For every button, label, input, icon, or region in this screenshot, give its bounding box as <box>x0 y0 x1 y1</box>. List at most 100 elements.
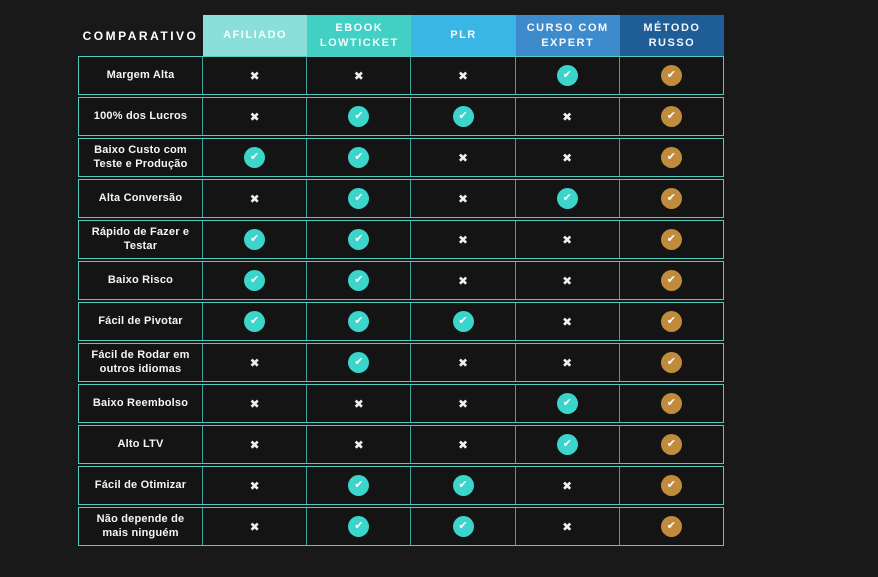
feature-label-text: Alto LTV <box>117 437 164 450</box>
status-cell: ✔ <box>203 303 306 340</box>
status-cell: ✔ <box>306 508 410 545</box>
check-icon: ✔ <box>660 475 682 496</box>
status-cell: ✖ <box>203 426 306 463</box>
cross-icon: ✖ <box>457 273 469 288</box>
cross-icon: ✖ <box>457 68 469 83</box>
status-cell: ✔ <box>410 508 514 545</box>
check-icon: ✔ <box>452 516 474 537</box>
feature-label: Rápido de Fazer e Testar <box>79 221 203 258</box>
check-icon: ✔ <box>244 270 266 291</box>
check-icon: ✔ <box>244 147 266 168</box>
check-icon: ✔ <box>348 516 370 537</box>
feature-label-text: Fácil de Otimizar <box>94 478 187 491</box>
status-cell: ✖ <box>203 467 306 504</box>
check-icon: ✔ <box>660 65 682 86</box>
column-header-ebook-lowticket: EBOOK LOWTICKET <box>307 15 412 56</box>
table-body: Margem Alta ✖ ✖ ✖ ✔ ✔ 100% dos Lucros ✖ ✔ ✔ ✖ ✔ Baix… <box>78 56 724 546</box>
status-cell: ✖ <box>410 180 514 217</box>
status-cell: ✔ <box>410 303 514 340</box>
check-icon: ✔ <box>660 516 682 537</box>
cross-icon: ✖ <box>562 314 573 329</box>
feature-label: Fácil de Rodar em outros idiomas <box>79 344 203 381</box>
cross-icon: ✖ <box>457 437 469 452</box>
status-cell: ✔ <box>306 303 410 340</box>
check-icon: ✔ <box>348 475 370 496</box>
status-cell: ✖ <box>514 467 619 504</box>
status-cell: ✔ <box>618 303 723 340</box>
check-icon: ✔ <box>348 311 370 332</box>
status-cell: ✔ <box>410 467 514 504</box>
check-icon: ✔ <box>556 188 578 209</box>
feature-label-text: Não depende de mais ninguém <box>96 512 185 539</box>
check-icon: ✔ <box>556 434 578 455</box>
cross-icon: ✖ <box>562 519 573 534</box>
status-cell: ✖ <box>306 385 410 422</box>
table-row: Baixo Reembolso ✖ ✖ ✖ ✔ ✔ <box>78 384 724 423</box>
status-cell: ✖ <box>203 57 306 94</box>
cross-icon: ✖ <box>249 68 260 83</box>
check-icon: ✔ <box>452 311 474 332</box>
feature-label-text: Fácil de Rodar em outros idiomas <box>91 348 190 375</box>
check-icon: ✔ <box>556 393 578 414</box>
status-cell: ✔ <box>306 467 410 504</box>
feature-label: Baixo Reembolso <box>79 385 203 422</box>
check-icon: ✔ <box>660 434 682 455</box>
status-cell: ✔ <box>514 57 619 94</box>
cross-icon: ✖ <box>457 232 469 247</box>
check-icon: ✔ <box>348 106 370 127</box>
cross-icon: ✖ <box>562 355 573 370</box>
check-icon: ✔ <box>660 352 682 373</box>
status-cell: ✔ <box>410 98 514 135</box>
column-header-plr: PLR <box>411 15 516 56</box>
corner-header-label: COMPARATIVO <box>82 28 199 43</box>
feature-label-text: Alta Conversão <box>98 191 183 204</box>
check-icon: ✔ <box>348 229 370 250</box>
feature-label: Baixo Risco <box>79 262 203 299</box>
cross-icon: ✖ <box>353 437 364 452</box>
check-icon: ✔ <box>348 147 370 168</box>
check-icon: ✔ <box>348 352 370 373</box>
status-cell: ✔ <box>203 262 306 299</box>
feature-label-text: Baixo Custo com Teste e Produção <box>93 143 188 170</box>
status-cell: ✔ <box>618 385 723 422</box>
status-cell: ✖ <box>410 139 514 176</box>
status-cell: ✖ <box>203 98 306 135</box>
cross-icon: ✖ <box>249 437 260 452</box>
feature-label: Alta Conversão <box>79 180 203 217</box>
status-cell: ✔ <box>618 426 723 463</box>
status-cell: ✖ <box>514 262 619 299</box>
status-cell: ✔ <box>306 262 410 299</box>
feature-label: Margem Alta <box>79 57 203 94</box>
check-icon: ✔ <box>660 147 682 168</box>
status-cell: ✖ <box>514 303 619 340</box>
cross-icon: ✖ <box>249 478 260 493</box>
check-icon: ✔ <box>348 188 370 209</box>
cross-icon: ✖ <box>249 396 260 411</box>
status-cell: ✖ <box>410 426 514 463</box>
cross-icon: ✖ <box>562 478 573 493</box>
check-icon: ✔ <box>660 188 682 209</box>
status-cell: ✔ <box>618 262 723 299</box>
status-cell: ✔ <box>514 385 619 422</box>
table-header-row: COMPARATIVO AFILIADO EBOOK LOWTICKET PLR… <box>78 15 725 56</box>
status-cell: ✔ <box>306 98 410 135</box>
status-cell: ✖ <box>203 344 306 381</box>
status-cell: ✔ <box>203 139 306 176</box>
check-icon: ✔ <box>244 229 266 250</box>
status-cell: ✖ <box>514 139 619 176</box>
status-cell: ✖ <box>410 57 514 94</box>
check-icon: ✔ <box>660 106 682 127</box>
table-row: Baixo Custo com Teste e Produção ✔ ✔ ✖ ✖ ✔ <box>78 138 724 177</box>
feature-label-text: 100% dos Lucros <box>93 109 188 122</box>
feature-label: Não depende de mais ninguém <box>79 508 203 545</box>
feature-label-text: Rápido de Fazer e Testar <box>91 225 190 252</box>
table-row: Fácil de Rodar em outros idiomas ✖ ✔ ✖ ✖ ✔ <box>78 343 724 382</box>
table-row: Baixo Risco ✔ ✔ ✖ ✖ ✔ <box>78 261 724 300</box>
cross-icon: ✖ <box>249 191 260 206</box>
status-cell: ✖ <box>410 221 514 258</box>
status-cell: ✖ <box>410 385 514 422</box>
status-cell: ✖ <box>306 426 410 463</box>
table-row: Alta Conversão ✖ ✔ ✖ ✔ ✔ <box>78 179 724 218</box>
status-cell: ✔ <box>618 57 723 94</box>
